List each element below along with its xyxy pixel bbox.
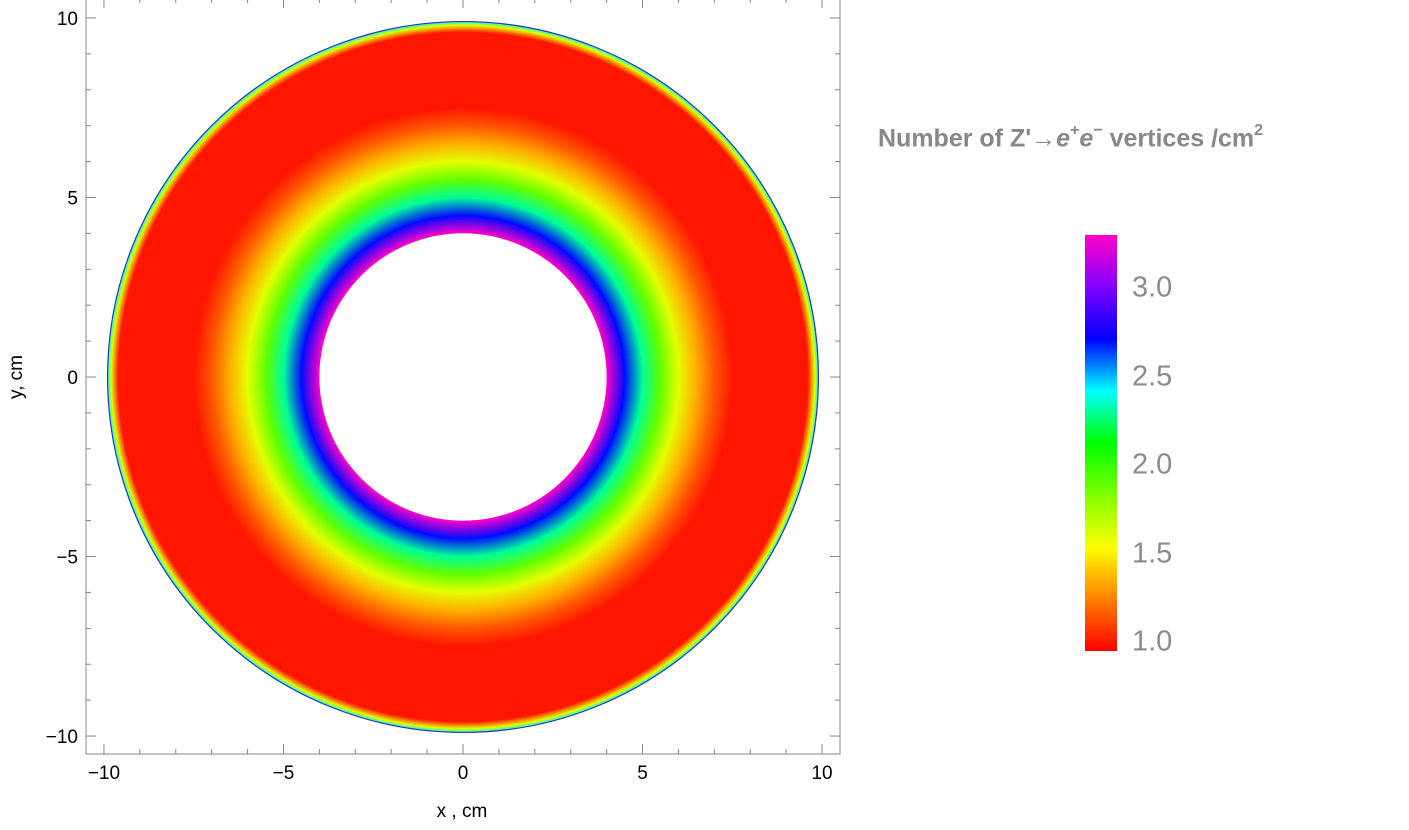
x-tick-labels: −10 −5 0 5 10 xyxy=(88,763,833,784)
colorbar-title-sup1: + xyxy=(1070,122,1080,139)
y-axis-label: y, cm xyxy=(6,355,27,399)
colorbar-tick-label: 2.0 xyxy=(1132,448,1173,481)
colorbar-tick-label: 1.5 xyxy=(1132,537,1173,570)
x-axis-label: x , cm xyxy=(437,801,488,822)
x-tick-label: 5 xyxy=(637,763,648,784)
y-tick-label: 5 xyxy=(67,188,78,209)
colorbar-tick-label: 3.0 xyxy=(1132,271,1173,304)
density-plot: −10 −5 0 5 10 −10 −5 0 5 10 x , cm y, cm xyxy=(6,0,841,822)
colorbar-title-e2: e xyxy=(1079,124,1094,153)
axis-ticks xyxy=(86,0,840,754)
y-tick-label: 10 xyxy=(57,9,78,30)
y-tick-label: −5 xyxy=(56,548,78,569)
colorbar-tick-labels: 1.0 1.5 2.0 2.5 3.0 xyxy=(1130,235,1250,658)
colorbar-title-prefix: Number of Z'→ xyxy=(878,124,1057,153)
y-tick-label: 0 xyxy=(67,368,78,389)
y-tick-label: −10 xyxy=(46,727,78,748)
outer-edge-line xyxy=(106,20,820,734)
colorbar-tick-label: 2.5 xyxy=(1132,360,1173,393)
colorbar xyxy=(1085,235,1117,651)
annulus-layer xyxy=(106,20,820,734)
colorbar-title-suffix: vertices /cm xyxy=(1102,124,1255,153)
x-tick-label: −10 xyxy=(88,763,120,784)
x-tick-label: 10 xyxy=(811,763,832,784)
y-tick-labels: −10 −5 0 5 10 xyxy=(46,9,78,748)
colorbar-title: Number of Z'→e+e− vertices /cm2 xyxy=(878,122,1398,153)
density-annulus xyxy=(107,21,819,733)
x-tick-label: 0 xyxy=(458,763,469,784)
colorbar-tick-label: 1.0 xyxy=(1132,625,1173,658)
colorbar-title-sup2: − xyxy=(1093,122,1103,139)
x-tick-label: −5 xyxy=(273,763,295,784)
colorbar-title-e1: e xyxy=(1056,124,1071,153)
colorbar-title-sup3: 2 xyxy=(1254,122,1264,139)
